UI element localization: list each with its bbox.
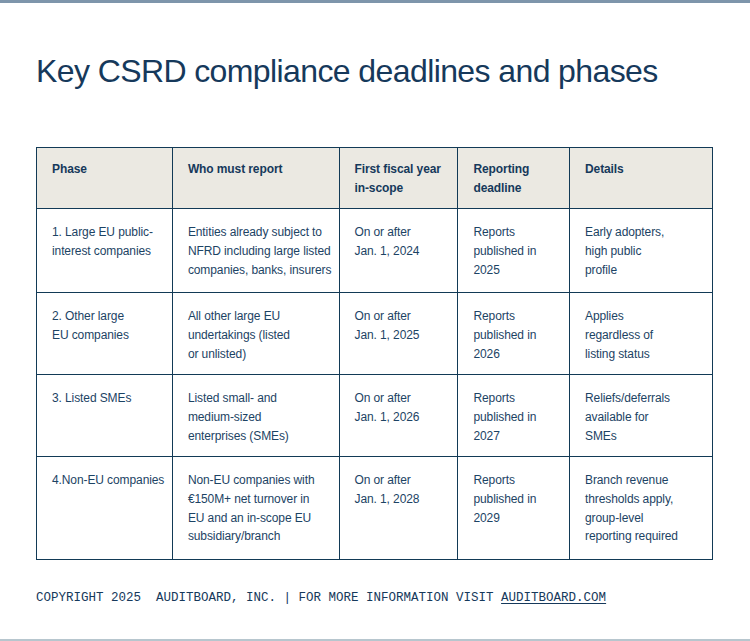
- cell-who-must-report: Listed small- and medium-sized enterpris…: [172, 374, 339, 456]
- auditboard-link[interactable]: AUDITBOARD.COM: [501, 591, 606, 605]
- cell-details: Branch revenue thresholds apply, group-l…: [570, 456, 713, 559]
- cell-phase: 3. Listed SMEs: [37, 374, 173, 456]
- column-header-details: Details: [570, 148, 713, 209]
- column-header-first-fiscal-year: First fiscal year in-scope: [339, 148, 458, 209]
- cell-phase: 1. Large EU public- interest companies: [37, 208, 173, 292]
- column-header-who-must-report: Who must report: [172, 148, 339, 209]
- cell-details: Reliefs/deferrals available for SMEs: [570, 374, 713, 456]
- table-row: 1. Large EU public- interest companies E…: [37, 208, 713, 292]
- cell-first-fiscal-year: On or after Jan. 1, 2026: [339, 374, 458, 456]
- page-title: Key CSRD compliance deadlines and phases: [36, 52, 726, 90]
- table-row: 3. Listed SMEs Listed small- and medium-…: [37, 374, 713, 456]
- top-accent-bar: [0, 0, 750, 3]
- cell-reporting-deadline: Reports published in 2025: [458, 208, 570, 292]
- footer-copyright: COPYRIGHT 2025 AUDITBOARD, INC. | FOR MO…: [36, 591, 606, 605]
- table-header-row: Phase Who must report First fiscal year …: [37, 148, 713, 209]
- cell-phase: 2. Other large EU companies: [37, 292, 173, 374]
- cell-details: Early adopters, high public profile: [570, 208, 713, 292]
- cell-first-fiscal-year: On or after Jan. 1, 2024: [339, 208, 458, 292]
- cell-reporting-deadline: Reports published in 2026: [458, 292, 570, 374]
- table-row: 2. Other large EU companies All other la…: [37, 292, 713, 374]
- cell-reporting-deadline: Reports published in 2029: [458, 456, 570, 559]
- cell-who-must-report: Non-EU companies with €150M+ net turnove…: [172, 456, 339, 559]
- copyright-text: COPYRIGHT 2025 AUDITBOARD, INC. | FOR MO…: [36, 591, 501, 605]
- cell-who-must-report: Entities already subject to NFRD includi…: [172, 208, 339, 292]
- cell-first-fiscal-year: On or after Jan. 1, 2025: [339, 292, 458, 374]
- column-header-reporting-deadline: Reporting deadline: [458, 148, 570, 209]
- column-header-phase: Phase: [37, 148, 173, 209]
- cell-who-must-report: All other large EU undertakings (listed …: [172, 292, 339, 374]
- csrd-deadlines-table: Phase Who must report First fiscal year …: [36, 147, 713, 560]
- cell-details: Applies regardless of listing status: [570, 292, 713, 374]
- cell-reporting-deadline: Reports published in 2027: [458, 374, 570, 456]
- cell-phase: 4.Non-EU companies: [37, 456, 173, 559]
- cell-first-fiscal-year: On or after Jan. 1, 2028: [339, 456, 458, 559]
- table-row: 4.Non-EU companies Non-EU companies with…: [37, 456, 713, 559]
